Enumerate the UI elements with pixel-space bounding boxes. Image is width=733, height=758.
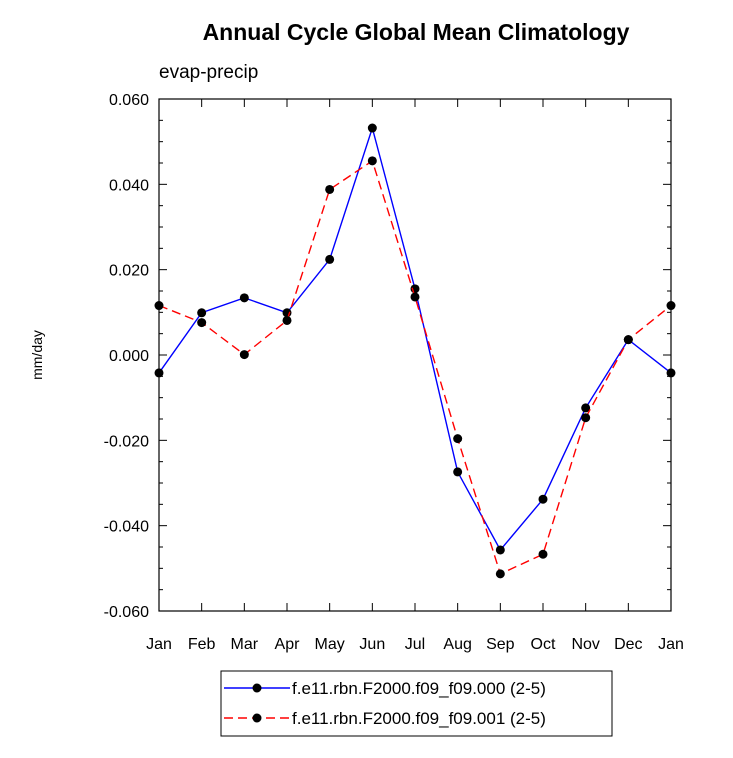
x-tick-label: Jan xyxy=(658,636,684,653)
series-1-point xyxy=(325,254,335,264)
series-2-point xyxy=(410,292,420,302)
x-tick-label: Sep xyxy=(486,636,515,653)
series-1-point xyxy=(367,123,377,133)
series-1-point xyxy=(239,293,249,303)
series-2-point xyxy=(154,301,164,311)
x-tick-label: Jun xyxy=(359,636,385,653)
x-tick-label: Apr xyxy=(275,636,301,653)
legend: f.e11.rbn.F2000.f09_f09.000 (2-5) f.e11.r… xyxy=(220,670,613,737)
series-2-point xyxy=(282,315,292,325)
y-tick-label: -0.020 xyxy=(104,433,149,450)
legend-marker-1 xyxy=(252,683,262,693)
x-tick-label: Nov xyxy=(571,636,599,653)
series-1-point xyxy=(453,467,463,477)
series-2-point xyxy=(239,350,249,360)
y-tick-label: -0.040 xyxy=(104,519,149,536)
legend-marker-2 xyxy=(252,713,262,723)
x-tick-label: Oct xyxy=(531,636,556,653)
series-line-2 xyxy=(158,159,672,575)
y-tick-label: 0.000 xyxy=(109,348,149,365)
y-tick-label: 0.020 xyxy=(109,263,149,280)
series-2-point xyxy=(495,569,505,579)
series-2-point xyxy=(453,434,463,444)
series-2-point xyxy=(538,549,548,559)
series-line-1 xyxy=(158,125,672,552)
x-tick-label: May xyxy=(315,636,345,653)
series-2-point xyxy=(581,413,591,423)
y-tick-label: 0.060 xyxy=(109,92,149,109)
series-layer xyxy=(154,123,676,579)
series-2-point xyxy=(623,335,633,345)
y-tick-label: -0.060 xyxy=(104,604,149,621)
x-tick-label: Mar xyxy=(231,636,259,653)
y-axis-label: mm/day xyxy=(29,330,45,380)
series-1-point xyxy=(581,403,591,413)
x-tick-label: Jan xyxy=(146,636,172,653)
series-1-point xyxy=(495,545,505,555)
x-tick-label: Aug xyxy=(443,636,471,653)
legend-label-1: f.e11.rbn.F2000.f09_f09.000 (2-5) xyxy=(292,679,546,698)
x-tick-label: Dec xyxy=(614,636,642,653)
series-1-point xyxy=(154,368,164,378)
series-1-point xyxy=(666,368,676,378)
chart-title: Annual Cycle Global Mean Climatology xyxy=(203,19,630,45)
series-2-point xyxy=(666,301,676,311)
series-2-point xyxy=(197,318,207,328)
ticks: -0.060 -0.040 -0.020 0.000 0.020 0.040 0.060 Ja… xyxy=(104,92,684,653)
series-2-point xyxy=(367,156,377,166)
legend-label-2: f.e11.rbn.F2000.f09_f09.001 (2-5) xyxy=(292,709,546,728)
series-1-point xyxy=(197,308,207,318)
plot-frame xyxy=(158,98,672,612)
series-2-point xyxy=(325,184,335,194)
legend-box xyxy=(220,670,613,737)
x-tick-label: Feb xyxy=(188,636,216,653)
series-1-point xyxy=(538,494,548,504)
chart-subtitle: evap-precip xyxy=(159,62,258,83)
x-tick-label: Jul xyxy=(405,636,425,653)
y-tick-label: 0.040 xyxy=(109,177,149,194)
